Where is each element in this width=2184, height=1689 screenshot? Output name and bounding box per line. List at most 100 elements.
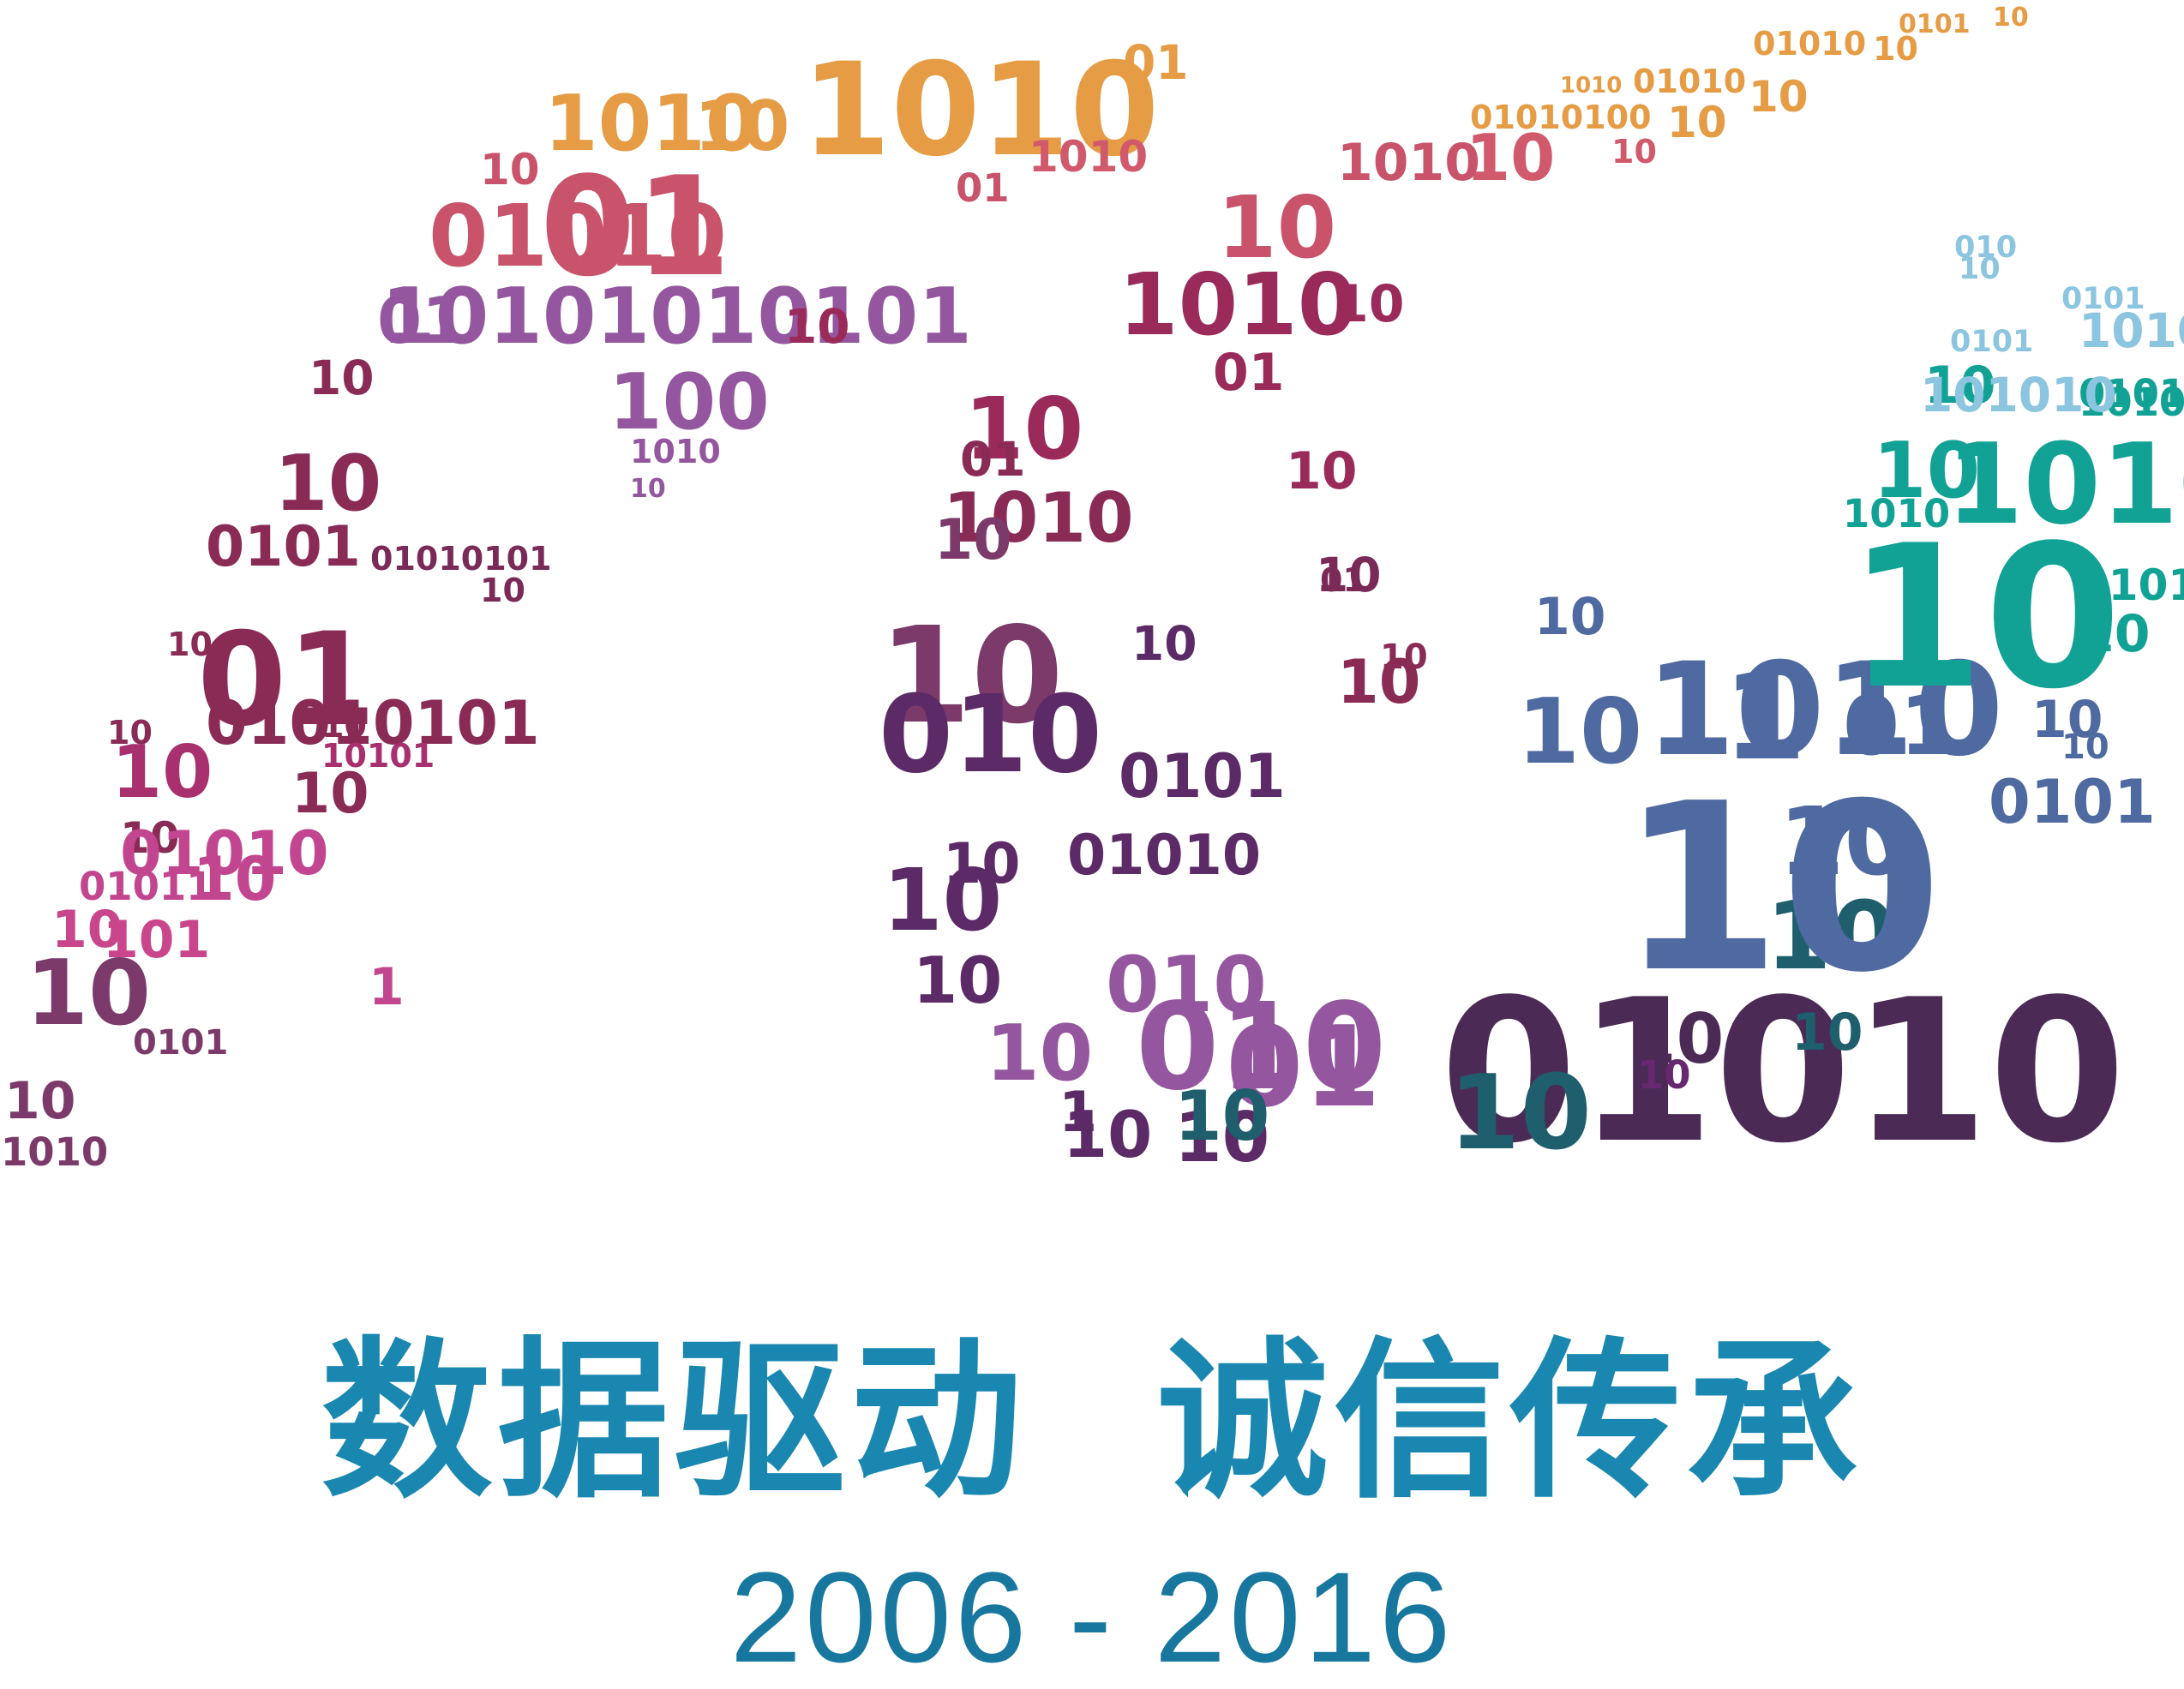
binary-digit-token: 10 <box>1667 98 1727 147</box>
binary-digit-token: 01 <box>956 165 1010 211</box>
binary-digit-token: 1010 <box>630 433 721 470</box>
binary-digit-token: 1010 <box>801 36 1159 185</box>
binary-digit-token: 10 <box>2079 604 2151 664</box>
binary-digit-token: 1010 <box>1119 255 1357 355</box>
binary-digit-token: 10 <box>1380 638 1428 677</box>
binary-digit-token: 1010 <box>2079 303 2184 358</box>
binary-digit-token: 10 <box>120 813 180 863</box>
binary-digit-token: 10 <box>111 730 213 815</box>
binary-digit-token: 1 <box>1723 648 1806 788</box>
binary-digit-token: 0101 <box>2079 560 2184 610</box>
binary-digit-token: 010 <box>879 673 1102 797</box>
binary-digit-token: 10 <box>879 598 1064 753</box>
binary-digit-token: 1010 <box>1 1129 108 1175</box>
binary-digit-token: 10 <box>1337 647 1420 717</box>
binary-digit-token: 10 <box>1620 753 1942 1023</box>
binary-digit-token: 10 <box>1316 548 1382 602</box>
binary-digit-token: 10 <box>193 844 276 914</box>
binary-digit-token: 0101 <box>206 515 361 579</box>
slogan: 数据驱动 诚信传承 <box>321 1322 1863 1522</box>
binary-digit-token: 10 <box>1924 356 1996 416</box>
binary-digit-token: 101010 <box>1920 368 2117 422</box>
binary-digit-token: 10 <box>4 1071 76 1131</box>
binary-digit-token: 10 <box>1766 881 1897 991</box>
binary-digit-token: 0101 <box>1899 9 1971 39</box>
binary-digit-token: 0101 <box>133 1023 228 1063</box>
binary-digit-token: 10101 <box>321 737 435 775</box>
binary-digit-token: 01010 <box>429 186 727 286</box>
binary-digit-token: 01010 <box>120 818 329 889</box>
binary-digit-token: 10 <box>1629 999 1724 1079</box>
binary-digit-token: 10 <box>26 941 151 1045</box>
binary-digit-token: 01 <box>377 283 466 358</box>
binary-digit-token: 1010 <box>1029 132 1148 182</box>
binary-digit-token: 10 <box>913 943 1002 1018</box>
binary-digit-token: 0101 <box>2061 282 2145 316</box>
binary-digit-token: 1 <box>1059 1081 1097 1145</box>
binary-digit-token: 10 <box>1611 133 1657 171</box>
binary-digit-token: 01 <box>1123 35 1189 90</box>
binary-digit-token: 10 <box>934 508 1011 572</box>
binary-digit-token: 10 <box>694 87 789 166</box>
binary-digit-token: 10 <box>1847 504 2121 733</box>
binary-digit-token: 1 <box>369 957 405 1017</box>
binary-digit-token: 10 <box>107 714 153 752</box>
binary-digit-token: 10 <box>943 832 1020 896</box>
binary-digit-token: 0101 <box>1950 325 2033 359</box>
binary-digit-token: 10 <box>1517 680 1642 784</box>
binary-digit-token: 10 <box>51 900 123 960</box>
binary-digit-token: 10 <box>986 1009 1093 1099</box>
binary-digit-token: 01 <box>197 606 376 755</box>
binary-digit-token: 10 <box>321 707 367 745</box>
binary-digit-token: 10 <box>630 474 666 504</box>
binary-digit-token: 10 <box>309 350 375 405</box>
binary-digit-token: 10 <box>1174 1076 1269 1156</box>
binary-digit-token: 1010 <box>1646 636 2003 785</box>
binary-digit-token: 01 <box>960 432 1026 487</box>
binary-digit-token: 10 <box>480 572 525 609</box>
binary-digit-token: 10 <box>1791 1003 1863 1063</box>
binary-digit-token: 01 <box>540 147 731 307</box>
binary-digit-token: 10 <box>1749 72 1809 122</box>
binary-digit-token: 10 <box>1534 587 1606 647</box>
binary-digit-token: 01010 <box>1067 824 1261 888</box>
binary-digit-token: 10 <box>1873 30 1918 68</box>
binary-digit-token: 01010 <box>1753 25 1866 63</box>
binary-digit-token: 01 <box>1843 680 1956 774</box>
binary-digit-token: 01010 <box>2079 371 2184 416</box>
binary-digit-token: 10 <box>964 379 1083 479</box>
binary-digit-token: 01010101 <box>206 688 540 758</box>
binary-digit-token: 10 <box>1286 441 1358 501</box>
binary-digit-token: 10 <box>1174 1098 1269 1177</box>
binary-digit-token: 10 <box>1063 1097 1152 1172</box>
binary-digit-token: 1010 <box>943 478 1134 558</box>
binary-digit-token: 10 <box>784 299 850 354</box>
binary-digit-token: 1010 <box>1946 419 2184 549</box>
binary-digit-token: 10 <box>1333 274 1405 334</box>
binary-digit-token: 10 <box>480 145 540 195</box>
binary-digit-token: 10 <box>1993 3 2029 33</box>
binary-digit-token: 01 <box>1226 1002 1381 1132</box>
binary-digit-token: 10 <box>1131 616 1197 671</box>
binary-digit-token: 01010100 <box>1470 99 1652 136</box>
binary-digit-token: 10 <box>274 439 381 529</box>
binary-digit-token: 10 <box>1217 177 1336 278</box>
binary-digit-token: 010 <box>1136 978 1386 1117</box>
binary-digit-token: 1010 <box>1560 73 1622 99</box>
binary-digit-token: 01011 <box>79 864 213 909</box>
binary-digit-token: 10 <box>1779 787 1910 896</box>
binary-digit-token: 01010 <box>1440 958 2126 1187</box>
binary-digit-token: 010 <box>1954 231 2017 265</box>
binary-digit-token: 01 <box>1320 561 1365 599</box>
binary-digit-token: 10 <box>1873 426 1980 516</box>
binary-digit-token: 100 <box>609 357 770 447</box>
binary-digit-token: 1010 <box>1843 491 1950 536</box>
binary-digit-token: 10 <box>2031 690 2103 750</box>
binary-digit-token: 10 <box>167 626 213 663</box>
binary-digit-token: 1010 <box>1337 133 1480 193</box>
binary-digit-token: 10 <box>1449 1054 1592 1173</box>
binary-digit-token: 10 <box>2061 728 2109 767</box>
binary-digit-token: 10101010101 <box>381 272 972 362</box>
anniversary-years: 2006 - 2016 <box>729 1545 1455 1689</box>
